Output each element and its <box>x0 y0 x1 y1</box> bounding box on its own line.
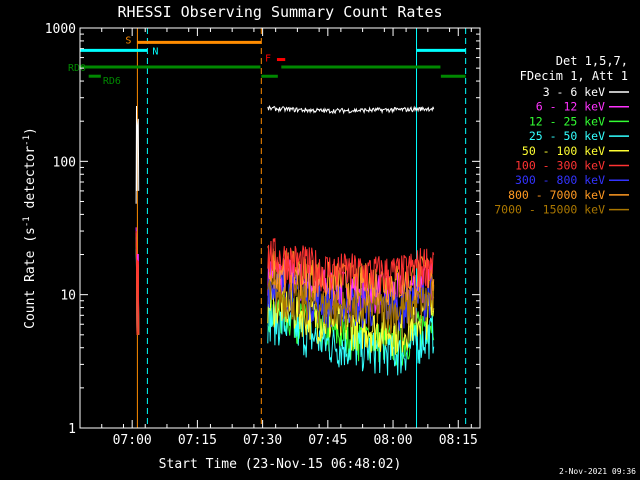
y-tick-label: 1 <box>68 422 76 437</box>
series-trace-spike <box>135 231 140 335</box>
x-tick-label: 08:00 <box>373 433 412 448</box>
legend-entry: 25 - 50 keV <box>529 129 605 143</box>
state-bar-label: S <box>125 35 131 46</box>
legend-entry: 12 - 25 keV <box>529 114 605 128</box>
series-100-300keV <box>135 231 435 335</box>
series-trace-window <box>267 104 435 115</box>
legend-entry: 6 - 12 keV <box>536 100 605 114</box>
state-bars: S N F RD0 RD6 <box>68 35 466 87</box>
legend-entry: 3 - 6 keV <box>543 85 605 99</box>
state-bar-label: RD6 <box>103 76 121 87</box>
y-tick-label: 1000 <box>45 22 76 37</box>
series-3-6keV <box>135 104 435 204</box>
state-bar-label: N <box>152 46 158 57</box>
plot-frame <box>79 27 481 429</box>
series-trace-window <box>267 302 435 376</box>
y-axis-label: Count Rate (s-1 detector-1) <box>22 127 38 329</box>
state-boundary-lines <box>79 28 467 428</box>
series-trace-spike <box>135 105 140 204</box>
render-timestamp: 2-Nov-2021 09:36 <box>559 467 636 476</box>
series-trace-window <box>267 237 435 295</box>
state-bar-label: RD0 <box>68 63 86 74</box>
x-tick-label: 07:45 <box>308 433 347 448</box>
y-tick-label: 100 <box>53 155 76 170</box>
x-tick-label: 07:30 <box>243 433 282 448</box>
x-axis-label: Start Time (23-Nov-15 06:48:02) <box>159 457 402 472</box>
x-tick-label: 08:15 <box>439 433 478 448</box>
y-tick-label: 10 <box>60 289 76 304</box>
legend-entry: 100 - 300 keV <box>515 159 605 173</box>
legend-header-line: FDecim 1, Att 1 <box>520 69 628 83</box>
state-bar-label: F <box>265 54 271 65</box>
x-tick-label: 07:15 <box>178 433 217 448</box>
x-tick-label: 07:00 <box>113 433 152 448</box>
legend-entry: 800 - 7000 keV <box>508 188 605 202</box>
series-layer <box>135 104 435 376</box>
legend-entry: 50 - 100 keV <box>522 144 605 158</box>
chart-title: RHESSI Observing Summary Count Rates <box>117 3 442 21</box>
series-trace-window <box>267 246 435 306</box>
legend-entry: 7000 - 15000 keV <box>494 203 605 217</box>
legend-entry: 300 - 800 keV <box>515 173 605 187</box>
series-trace-window <box>267 275 435 335</box>
axes: 07:00 07:15 07:30 07:45 08:00 08:15 1 10 100 1000 <box>45 22 480 448</box>
legend-header-line: Det 1,5,7, <box>556 54 628 68</box>
